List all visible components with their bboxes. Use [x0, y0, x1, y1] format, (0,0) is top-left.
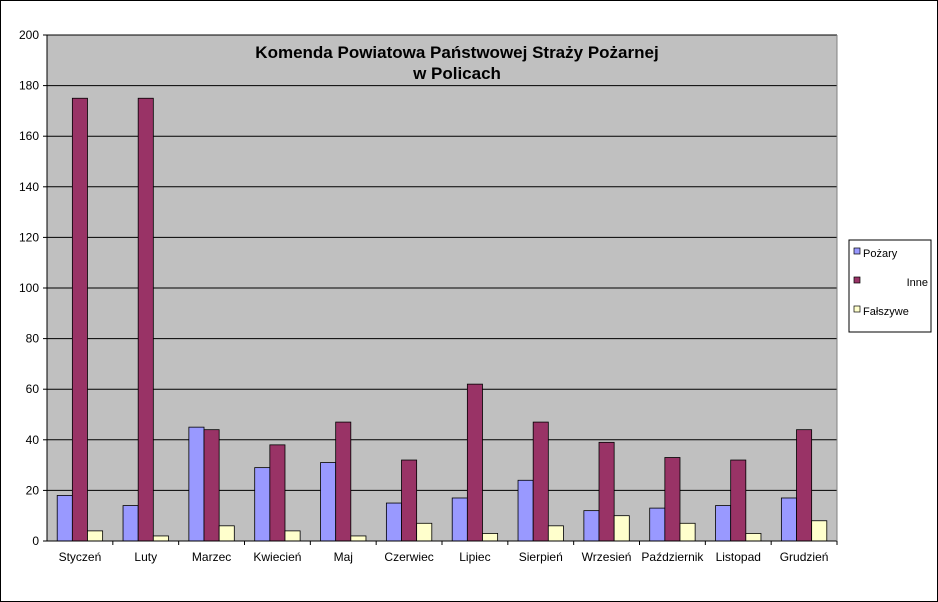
x-tick-label: Styczeń — [59, 550, 102, 564]
axes — [43, 34, 838, 545]
bar-Pożary — [122, 505, 139, 542]
bar-Pożary — [780, 497, 797, 542]
bar-Fałszywe — [482, 533, 499, 542]
bar-Inne — [730, 459, 747, 542]
chart-title-line-1: Komenda Powiatowa Państwowej Straży Poża… — [255, 43, 658, 62]
bar-Fałszywe — [613, 515, 630, 542]
y-tick-label: 80 — [26, 332, 40, 346]
bar-Fałszywe — [679, 522, 696, 542]
legend-box — [848, 239, 932, 333]
legend-swatch — [853, 247, 861, 255]
y-tick-label: 200 — [19, 28, 39, 42]
bar-Fałszywe — [218, 525, 235, 542]
x-tick-label: Lipiec — [459, 550, 490, 564]
x-tick-label: Kwiecień — [253, 550, 301, 564]
bar-Inne — [71, 97, 88, 542]
x-tick-label: Wrzesień — [582, 550, 632, 564]
bar-Inne — [203, 429, 220, 542]
x-tick-label: Czerwiec — [384, 550, 433, 564]
bar-Pożary — [56, 495, 73, 542]
bar-Inne — [796, 429, 813, 542]
y-tick-label: 40 — [26, 433, 40, 447]
x-tick-label: Marzec — [192, 550, 231, 564]
bar-Pożary — [715, 505, 732, 542]
bar-Fałszywe — [284, 530, 301, 542]
bar-Inne — [401, 459, 418, 542]
bars-group — [56, 97, 828, 542]
y-tick-label: 120 — [19, 230, 39, 244]
bar-Fałszywe — [350, 535, 367, 542]
bar-Pożary — [320, 462, 337, 542]
y-tick-label: 20 — [26, 483, 40, 497]
y-tick-label: 180 — [19, 79, 39, 93]
x-tick-labels: Styczeń Luty Marzec Kwiecień Maj Czerwiec Lipi… — [59, 550, 829, 564]
legend-label: Inne — [907, 277, 928, 289]
legend-label: Fałszywe — [863, 306, 909, 318]
chart-title-line-2: w Policach — [412, 64, 501, 83]
bar-Fałszywe — [416, 522, 433, 542]
y-tick-label: 60 — [26, 382, 40, 396]
bar-Pożary — [188, 426, 205, 542]
x-tick-label: Luty — [134, 550, 157, 564]
bar-Pożary — [517, 479, 534, 542]
bar-Fałszywe — [745, 533, 762, 542]
y-tick-label: 140 — [19, 180, 39, 194]
bar-Inne — [137, 97, 154, 542]
y-tick-label: 0 — [32, 534, 39, 548]
legend-swatch — [853, 305, 861, 313]
bar-Pożary — [649, 507, 666, 542]
x-tick-label: Sierpień — [519, 550, 563, 564]
x-tick-label: Maj — [334, 550, 353, 564]
bar-Inne — [664, 457, 681, 542]
legend-swatch — [853, 276, 861, 284]
bar-Inne — [335, 421, 352, 542]
bar-Fałszywe — [152, 535, 169, 542]
y-tick-labels: 0 20 40 60 80 100 120 140 160 180 200 — [19, 28, 39, 548]
bar-Pożary — [254, 467, 271, 542]
bar-Inne — [269, 444, 286, 542]
bar-Fałszywe — [87, 530, 104, 542]
gridlines — [47, 34, 837, 542]
legend: Pożary Inne Fałszywe — [848, 239, 932, 333]
x-tick-label: Listopad — [716, 550, 761, 564]
y-tick-label: 100 — [19, 281, 39, 295]
bar-Inne — [466, 383, 483, 542]
legend-label: Pożary — [863, 248, 898, 260]
y-tick-label: 160 — [19, 129, 39, 143]
bar-Inne — [532, 421, 549, 542]
x-tick-label: Październik — [641, 550, 704, 564]
bar-Fałszywe — [811, 520, 828, 542]
bar-Fałszywe — [547, 525, 564, 542]
bar-Pożary — [451, 497, 468, 542]
bar-Pożary — [583, 510, 600, 542]
bar-Inne — [598, 441, 615, 542]
bar-Pożary — [385, 502, 402, 542]
x-tick-label: Grudzień — [780, 550, 829, 564]
